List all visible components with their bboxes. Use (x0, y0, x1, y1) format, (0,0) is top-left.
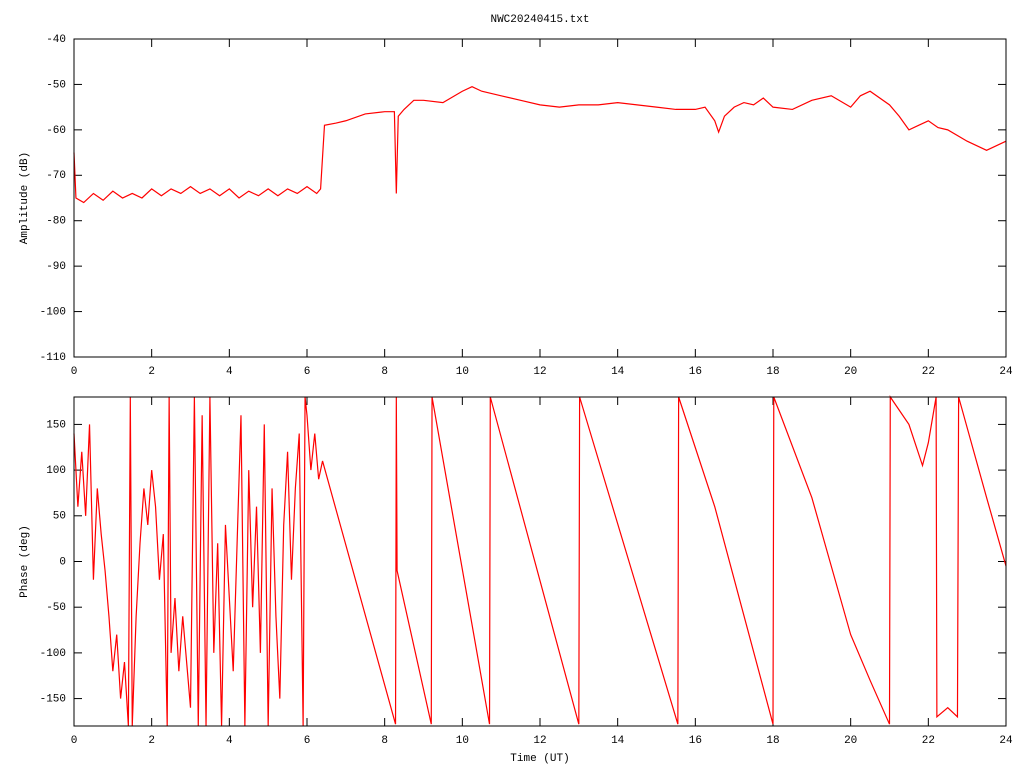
plot-frame (73, 38, 1007, 358)
x-tick-label: 24 (999, 735, 1013, 747)
x-tick-label: 22 (922, 366, 935, 378)
y-tick-label: -90 (46, 261, 66, 273)
y-tick-label: -50 (46, 79, 66, 91)
x-tick-label: 16 (689, 735, 702, 747)
y-tick-label: -60 (46, 125, 66, 137)
x-tick-label: 14 (611, 735, 625, 747)
x-tick-label: 0 (71, 366, 78, 378)
x-tick-label: 8 (381, 366, 388, 378)
x-tick-label: 24 (999, 366, 1013, 378)
plot-frame (73, 396, 1007, 727)
y-tick-label: -50 (46, 602, 66, 614)
y-tick-label: -70 (46, 170, 66, 182)
y-tick-label: 150 (46, 419, 66, 431)
x-tick-label: 8 (381, 735, 388, 747)
x-tick-label: 2 (148, 735, 155, 747)
y-tick-label: -100 (40, 306, 66, 318)
x-tick-label: 14 (611, 366, 625, 378)
x-tick-label: 22 (922, 735, 935, 747)
y-axis-label: Amplitude (dB) (19, 152, 31, 244)
x-tick-label: 6 (304, 366, 311, 378)
x-tick-label: 10 (456, 366, 469, 378)
data-line (73, 86, 1007, 204)
x-tick-label: 16 (689, 366, 702, 378)
x-tick-label: 2 (148, 366, 155, 378)
x-tick-label: 20 (844, 735, 857, 747)
x-tick-label: 0 (71, 735, 78, 747)
x-tick-label: 12 (533, 735, 546, 747)
data-line (73, 395, 1007, 727)
y-tick-label: -80 (46, 216, 66, 228)
chart-title: NWC20240415.txt (490, 14, 589, 26)
x-tick-label: 4 (226, 366, 233, 378)
x-tick-label: 10 (456, 735, 469, 747)
x-tick-label: 18 (766, 735, 779, 747)
y-tick-label: -150 (40, 693, 66, 705)
x-tick-label: 12 (533, 366, 546, 378)
y-tick-label: 0 (59, 556, 66, 568)
y-tick-label: -100 (40, 648, 66, 660)
x-tick-label: 20 (844, 366, 857, 378)
y-tick-label: -40 (46, 34, 66, 46)
x-axis-label: Time (UT) (510, 753, 569, 765)
x-tick-label: 6 (304, 735, 311, 747)
y-tick-label: -110 (40, 352, 66, 364)
y-tick-label: 50 (53, 511, 66, 523)
x-tick-label: 18 (766, 366, 779, 378)
x-tick-label: 4 (226, 735, 233, 747)
y-tick-label: 100 (46, 465, 66, 477)
y-axis-label: Phase (deg) (19, 525, 31, 598)
